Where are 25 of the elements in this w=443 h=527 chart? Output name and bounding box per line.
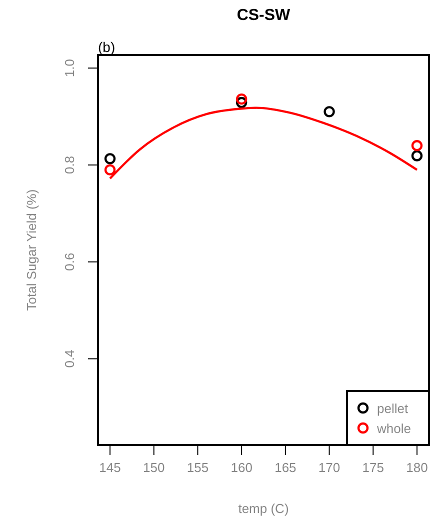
x-axis-title: temp (C) — [238, 501, 289, 516]
y-axis-title: Total Sugar Yield (%) — [24, 189, 39, 311]
x-tick-label: 175 — [362, 460, 384, 475]
y-tick-label: 0.8 — [62, 156, 77, 174]
point — [324, 106, 335, 118]
legend-label: whole — [376, 421, 411, 436]
x-tick-label: 160 — [230, 460, 252, 475]
legend-label: pellet — [377, 401, 408, 416]
point — [411, 140, 423, 152]
x-tick-label: 170 — [318, 460, 340, 475]
x-tick-label: 150 — [143, 460, 165, 475]
x-tick-label: 155 — [186, 460, 209, 475]
y-tick-label: 0.4 — [62, 350, 77, 368]
y-tick-label: 1.0 — [62, 59, 77, 78]
point — [236, 93, 248, 105]
x-tick-label: 145 — [99, 460, 121, 475]
annotation: (b) — [98, 39, 116, 55]
x-tick-label: 180 — [406, 460, 428, 475]
point — [104, 164, 116, 176]
x-tick-label: 165 — [274, 460, 296, 475]
chart-title: CS-SW — [236, 7, 292, 24]
y-tick-label: 0.6 — [62, 252, 77, 271]
point — [104, 153, 116, 164]
point — [411, 150, 423, 162]
point — [236, 96, 248, 108]
